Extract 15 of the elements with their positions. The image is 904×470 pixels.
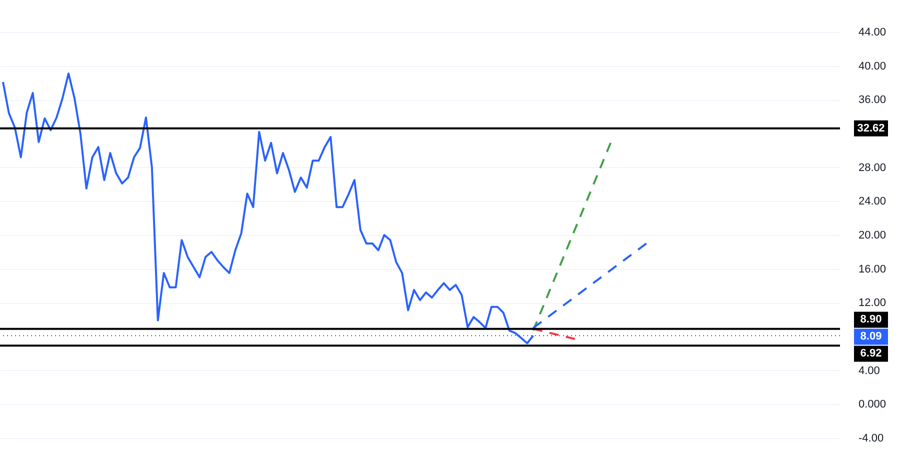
ref-line-label: 8.09 bbox=[860, 330, 882, 343]
y-tick-label: 12.00 bbox=[858, 297, 886, 310]
ref-line-label: 8.90 bbox=[860, 314, 882, 326]
y-tick-label: 24.00 bbox=[858, 196, 886, 208]
y-tick-label: 28.00 bbox=[858, 162, 886, 174]
y-tick-label: 0.000 bbox=[858, 398, 886, 411]
y-tick-label: 44.00 bbox=[858, 26, 886, 39]
y-tick-label: 4.00 bbox=[858, 364, 880, 377]
y-tick-label: 16.00 bbox=[858, 263, 886, 276]
y-tick-label: 40.00 bbox=[858, 60, 886, 72]
y-tick-label: -4.00 bbox=[858, 432, 884, 444]
y-tick-label: 20.00 bbox=[858, 230, 886, 242]
y-tick-label: 36.00 bbox=[858, 94, 886, 106]
ref-line-label: 6.92 bbox=[860, 348, 882, 360]
ref-line-label: 32.62 bbox=[857, 122, 885, 134]
